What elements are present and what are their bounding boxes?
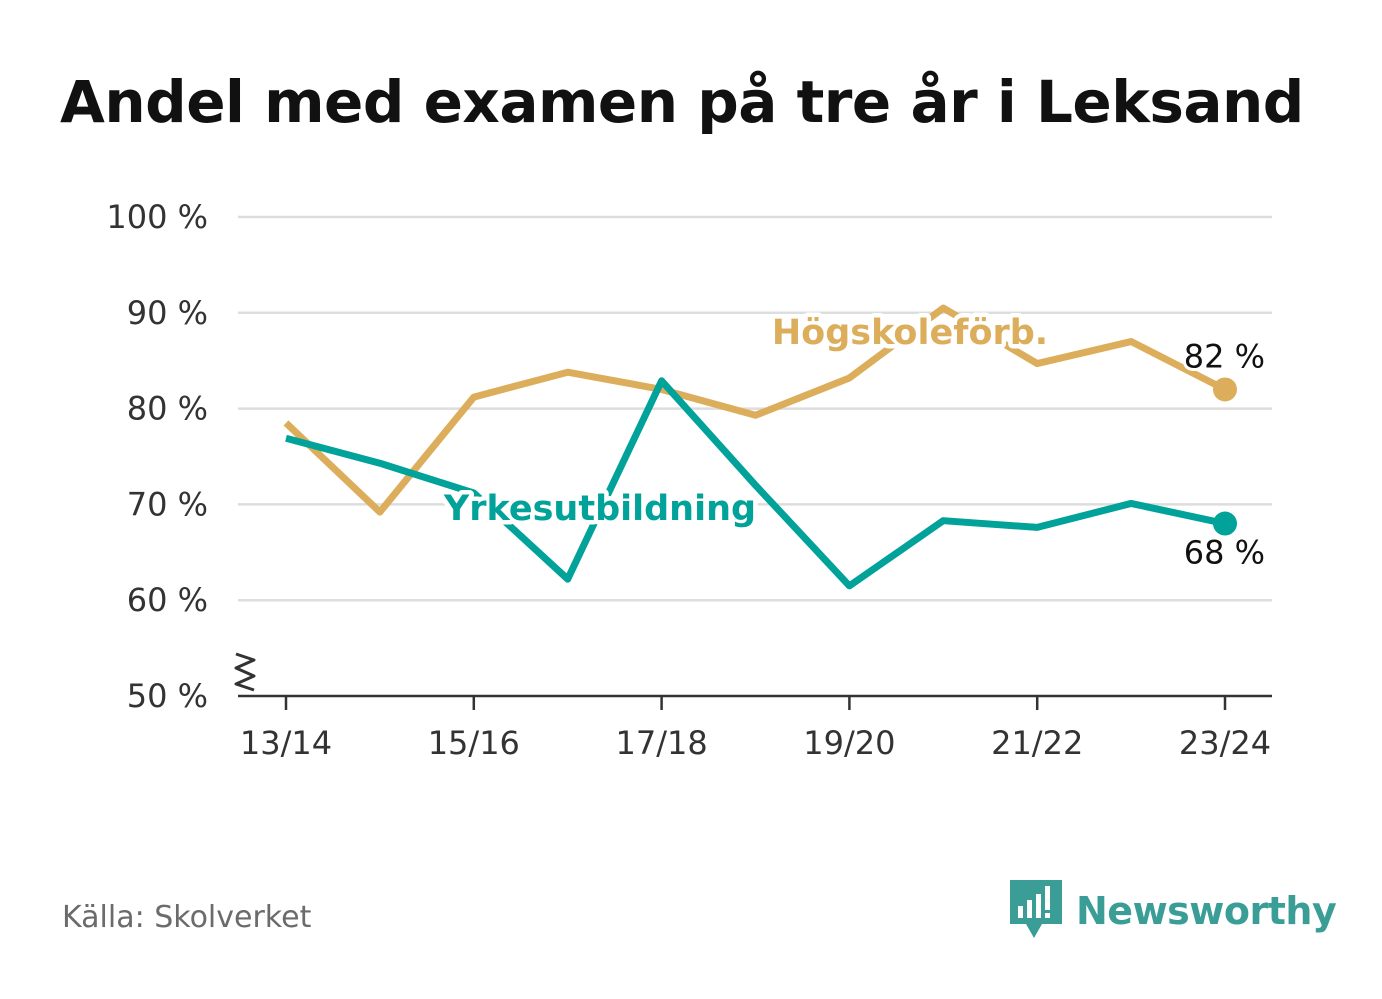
series-label-h-gskolef-rb-: Högskoleförb. [772, 313, 1048, 353]
series-line-yrkesutbildning [285, 377, 1226, 590]
x-tick-label: 15/16 [428, 724, 520, 762]
end-point-h-gskolef-rb- [1213, 377, 1237, 402]
y-tick-label: 50 % [127, 677, 208, 715]
x-tick-label: 17/18 [615, 724, 707, 762]
series-labels: 82 % 68 % Högskoleförb. Yrkesutbildning [438, 309, 1268, 575]
chart-title: Andel med examen på tre år i Leksand [60, 68, 1304, 136]
x-tick-label: 19/20 [803, 724, 895, 762]
end-value-label-yrkesutbildning: 68 % [1184, 534, 1265, 572]
y-tick-label: 90 % [127, 294, 208, 332]
line-chart: 50 % 60 % 70 % 80 % 90 % 100 % 13/14 15/16 17/1… [106, 198, 1272, 762]
y-axis-tick-labels: 50 % 60 % 70 % 80 % 90 % 100 % [106, 198, 208, 715]
x-axis [234, 652, 1272, 710]
series-lines [283, 304, 1237, 590]
source-note: Källa: Skolverket [62, 900, 312, 935]
gridlines [238, 215, 1272, 602]
x-tick-label: 13/14 [240, 724, 332, 762]
series-line-h-gskolef-rb- [283, 304, 1227, 516]
newsworthy-brand: Newsworthy [1010, 880, 1337, 942]
x-tick-label: 23/24 [1179, 724, 1271, 762]
y-tick-label: 70 % [127, 485, 208, 523]
series-label-yrkesutbildning: Yrkesutbildning [443, 489, 756, 529]
x-axis-tick-labels: 13/14 15/16 17/18 19/20 21/22 23/24 [240, 724, 1271, 762]
end-point-yrkesutbildning [1213, 511, 1237, 536]
newsworthy-logo-icon [1010, 880, 1062, 938]
y-tick-label: 60 % [127, 581, 208, 619]
end-value-label-h-gskolef-rb-: 82 % [1184, 337, 1265, 375]
brand-name: Newsworthy [1076, 889, 1337, 933]
y-tick-label: 80 % [127, 390, 208, 428]
axis-break-icon [234, 652, 256, 692]
x-tick-label: 21/22 [991, 724, 1083, 762]
y-tick-label: 100 % [106, 198, 208, 236]
